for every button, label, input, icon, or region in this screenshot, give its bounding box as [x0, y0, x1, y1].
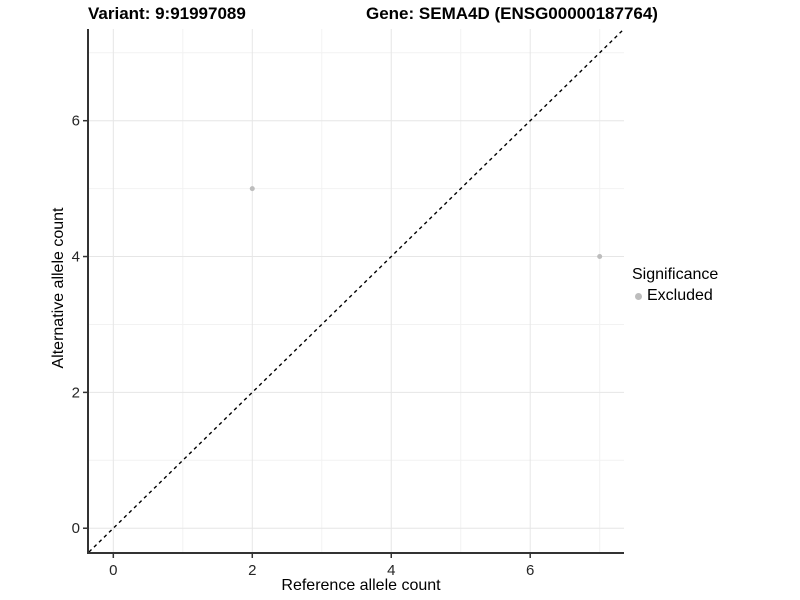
legend-entry-excluded: Excluded	[632, 287, 718, 305]
y-tick-label: 2	[72, 384, 80, 401]
data-point	[597, 254, 603, 260]
x-tick-label: 4	[387, 562, 395, 579]
x-axis-title: Reference allele count	[281, 577, 441, 594]
y-tick-label: 4	[72, 249, 80, 266]
plot-title-gene: Gene: SEMA4D (ENSG00000187764)	[366, 4, 658, 23]
legend-entry-label: Excluded	[647, 287, 713, 304]
y-tick-label: 0	[72, 520, 80, 537]
legend: Significance Excluded	[632, 266, 718, 305]
y-tick-label: 6	[72, 113, 80, 130]
data-point	[249, 186, 255, 192]
plot-title-variant: Variant: 9:91997089	[88, 4, 246, 23]
legend-title: Significance	[632, 266, 719, 283]
legend-point-icon	[635, 292, 642, 300]
identity-dashed-line	[88, 28, 625, 553]
x-tick-label: 6	[526, 562, 534, 579]
x-tick-label: 0	[109, 562, 117, 579]
x-tick-label: 2	[248, 562, 256, 579]
